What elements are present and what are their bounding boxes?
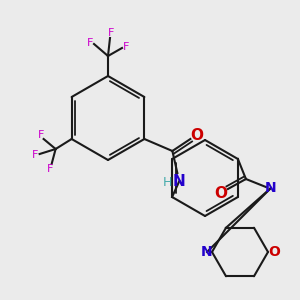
Text: F: F [32, 150, 38, 160]
Text: O: O [268, 245, 280, 259]
Text: F: F [87, 38, 93, 48]
Text: N: N [201, 245, 213, 259]
Text: O: O [214, 187, 227, 202]
Text: F: F [38, 130, 44, 140]
Text: F: F [46, 164, 53, 174]
Text: O: O [190, 128, 203, 143]
Text: F: F [123, 42, 129, 52]
Text: F: F [108, 28, 114, 38]
Text: N: N [265, 181, 277, 195]
Text: N: N [173, 173, 186, 188]
Text: H: H [163, 176, 172, 190]
